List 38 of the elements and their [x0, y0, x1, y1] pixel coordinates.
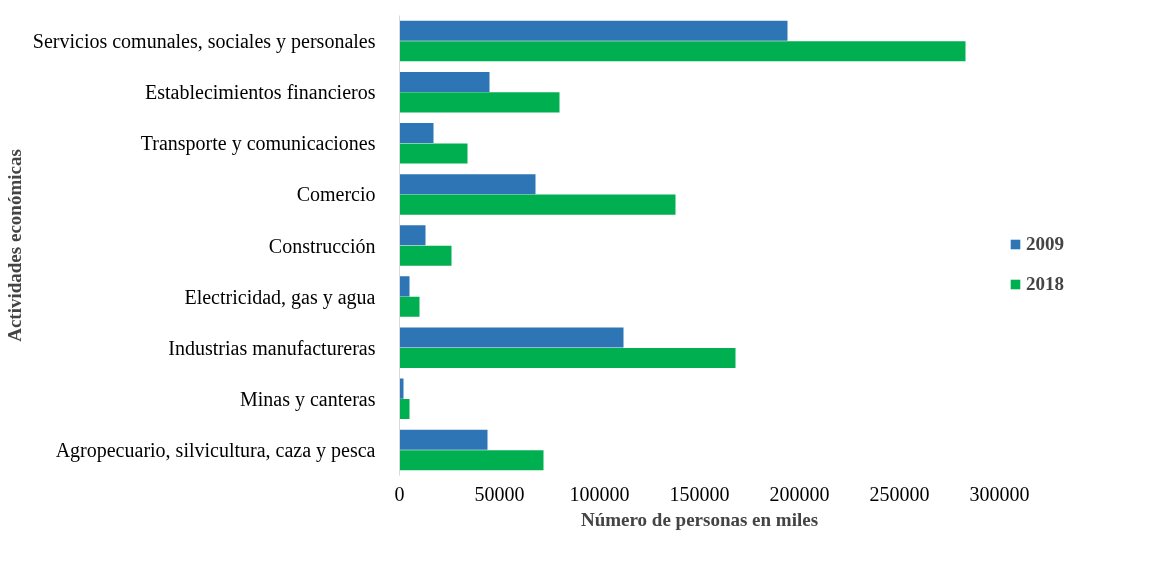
x-tick-label: 150000	[669, 482, 730, 505]
bar	[399, 174, 536, 195]
bar	[399, 71, 490, 92]
bar	[399, 123, 434, 144]
bar	[399, 225, 426, 246]
bar	[399, 378, 404, 399]
y-tick-label: Servicios comunales, sociales y personales	[32, 30, 376, 54]
bar	[399, 327, 624, 348]
bar	[399, 143, 468, 164]
bar	[399, 245, 452, 266]
y-axis-title: Actividades económicas	[3, 149, 25, 342]
bar	[399, 296, 420, 317]
y-tick-label: Minas y canteras	[239, 387, 376, 411]
bar	[399, 41, 966, 62]
x-axis-title: Número de personas en miles	[580, 508, 819, 530]
x-tick-label: 300000	[969, 482, 1030, 505]
bar	[399, 92, 560, 113]
y-tick-label: Construcción	[268, 234, 376, 257]
x-tick-label: 50000	[474, 482, 525, 505]
x-tick-label: 200000	[769, 482, 830, 505]
y-tick-label: Electricidad, gas y agua	[184, 285, 376, 309]
y-tick-label: Transporte y comunicaciones	[140, 132, 376, 156]
x-tick-label: 0	[394, 482, 405, 505]
x-tick-label: 250000	[869, 482, 930, 505]
y-tick-label: Agropecuario, silvicultura, caza y pesca	[55, 438, 376, 462]
bar	[399, 194, 676, 215]
y-tick-label: Industrias manufactureras	[168, 336, 376, 359]
y-tick-label: Establecimientos financieros	[145, 81, 376, 104]
bar	[399, 347, 736, 368]
x-tick-label: 100000	[569, 482, 630, 505]
bar	[399, 20, 788, 41]
bar	[399, 276, 410, 297]
legend-label: 2018	[1026, 273, 1064, 295]
bar	[399, 450, 544, 471]
bar	[399, 399, 410, 420]
y-tick-label: Comercio	[296, 183, 376, 206]
legend-label: 2009	[1026, 233, 1064, 255]
bar	[399, 429, 488, 450]
